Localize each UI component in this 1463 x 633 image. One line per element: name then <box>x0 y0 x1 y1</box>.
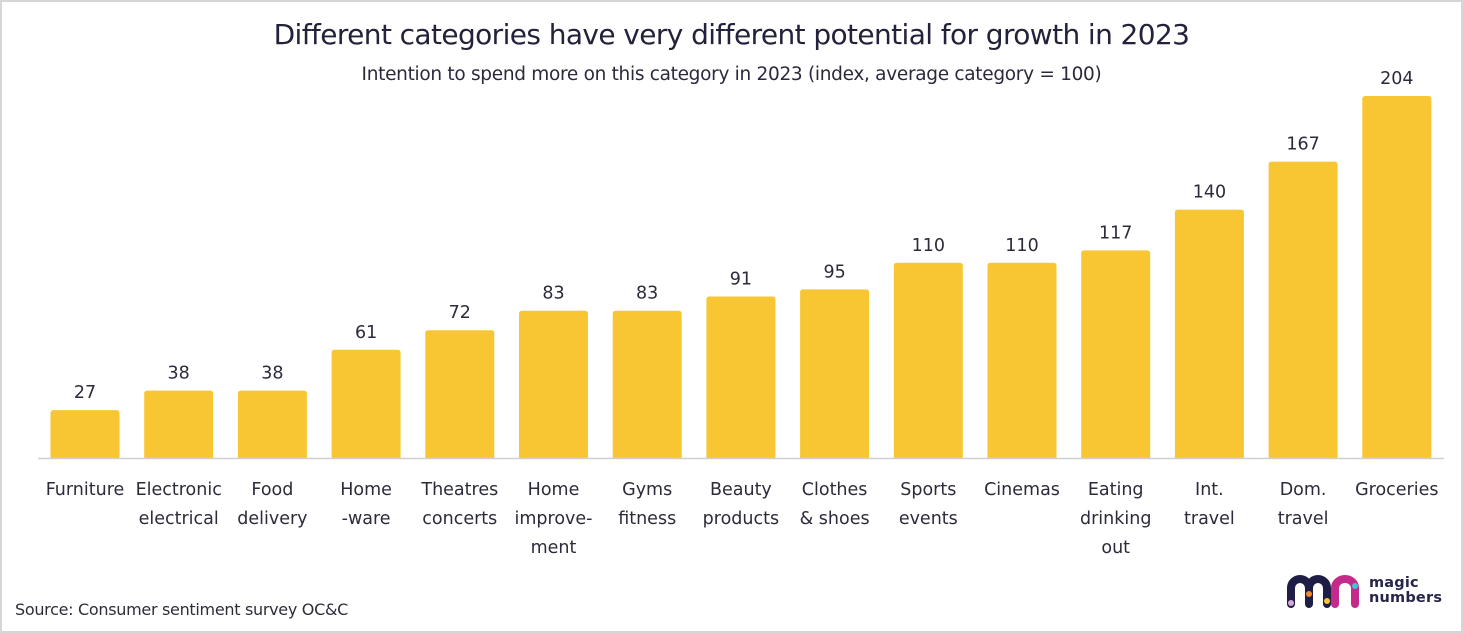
logo-word-numbers: numbers <box>1369 590 1443 606</box>
x-tick-label: Furniture <box>46 480 125 500</box>
x-tick-label: Beauty products <box>703 480 779 529</box>
x-tick-label-line: Theatres <box>420 480 498 500</box>
data-label: 110 <box>1005 236 1038 256</box>
bar <box>519 310 588 458</box>
bar <box>331 349 401 458</box>
x-tick-label: Cinemas <box>984 480 1060 500</box>
bar <box>1174 209 1244 458</box>
data-label: 95 <box>823 262 845 282</box>
source-note: Source: Consumer sentiment survey OC&C <box>15 600 349 619</box>
bar <box>425 330 495 458</box>
x-tick-label-line: Electronic <box>136 480 222 500</box>
data-labels-group: 27 38 38 61 72 83 83 91 95 110 110 117 140 167 204 <box>74 69 1414 403</box>
data-label: 27 <box>74 383 96 403</box>
x-tick-label-line: drinking <box>1080 509 1151 529</box>
bar <box>1268 161 1338 458</box>
logo-mark-icon <box>1287 575 1359 608</box>
x-tick-label-line: travel <box>1278 509 1329 529</box>
x-tick-label: Eating drinking out <box>1080 480 1151 558</box>
x-tick-label-line: Int. <box>1195 480 1224 500</box>
x-tick-label-line: out <box>1101 538 1130 558</box>
data-label: 140 <box>1193 183 1226 203</box>
bar <box>50 410 120 458</box>
data-label: 117 <box>1099 223 1132 243</box>
x-tick-label-line: Food <box>251 480 293 500</box>
data-label: 91 <box>730 270 752 290</box>
x-tick-label-line: Beauty <box>710 480 772 500</box>
x-tick-label-line: Dom. <box>1280 480 1327 500</box>
x-tick-label-line: improve- <box>515 509 593 529</box>
x-tick-label: Dom. travel <box>1278 480 1329 529</box>
data-label: 204 <box>1380 69 1413 89</box>
x-tick-label-line: electrical <box>139 509 219 529</box>
bar <box>1081 250 1151 458</box>
bar <box>1362 96 1432 458</box>
x-tick-labels-group: Furniture Electronic electrical Food deliver… <box>46 480 1439 558</box>
data-label: 72 <box>449 303 471 323</box>
logo-wordmark: magic numbers <box>1369 576 1442 606</box>
x-tick-label-line: Clothes <box>802 480 868 500</box>
x-tick-label: Theatres concerts <box>420 480 498 529</box>
x-tick-label-line: Eating <box>1088 480 1144 500</box>
bar <box>144 390 214 458</box>
x-tick-label: Electronic electrical <box>136 480 222 529</box>
bar <box>612 310 682 458</box>
x-tick-label-line: -ware <box>342 509 391 529</box>
x-tick-label: Clothes & shoes <box>800 480 870 529</box>
x-tick-label-line: & shoes <box>800 509 870 529</box>
x-tick-label-line: Home <box>528 480 580 500</box>
x-tick-label-line: events <box>899 509 958 529</box>
x-tick-label-line: concerts <box>422 509 497 529</box>
chart-subtitle: Intention to spend more on this category… <box>361 64 1102 85</box>
x-tick-label-line: fitness <box>618 509 676 529</box>
x-tick-label: Gyms fitness <box>618 480 676 529</box>
bar <box>987 262 1057 458</box>
data-label: 61 <box>355 323 377 343</box>
x-tick-label: Food delivery <box>237 480 307 529</box>
x-tick-label-line: Gyms <box>622 480 672 500</box>
x-tick-label: Home -ware <box>340 480 392 529</box>
data-label: 167 <box>1286 135 1319 155</box>
x-tick-label-line: Home <box>340 480 392 500</box>
data-label: 38 <box>168 364 190 384</box>
bar <box>893 262 963 458</box>
x-tick-label-line: products <box>703 509 779 529</box>
bars-group <box>50 96 1432 458</box>
x-tick-label: Home improve-ment <box>515 480 593 558</box>
chart-title: Different categories have very different… <box>273 18 1190 51</box>
data-label: 83 <box>542 284 564 304</box>
data-label: 83 <box>636 284 658 304</box>
bar <box>237 390 307 458</box>
x-tick-label-line: Cinemas <box>984 480 1060 500</box>
x-tick-label-line: travel <box>1184 509 1235 529</box>
x-tick-label: Groceries <box>1355 480 1438 500</box>
x-tick-label-line: Furniture <box>46 480 125 500</box>
magic-numbers-logo: magic numbers <box>1285 574 1442 608</box>
bar <box>800 289 870 458</box>
x-tick-label-line: delivery <box>237 509 307 529</box>
x-tick-label: Int. travel <box>1184 480 1235 529</box>
data-label: 110 <box>912 236 945 256</box>
x-tick-label: Sports events <box>899 480 958 529</box>
x-tick-label-line: ment <box>531 538 577 558</box>
data-label: 38 <box>261 364 283 384</box>
x-tick-label-line: Sports <box>900 480 956 500</box>
bar <box>706 296 776 458</box>
x-tick-label-line: Groceries <box>1355 480 1438 500</box>
logo-word-magic: magic <box>1369 575 1419 591</box>
